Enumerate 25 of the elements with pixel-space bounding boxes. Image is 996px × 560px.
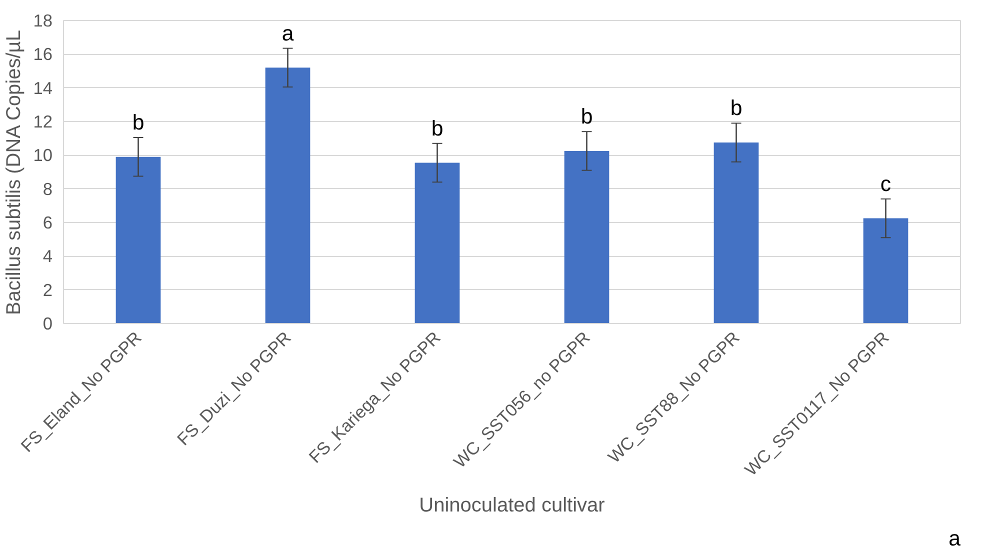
y-tick-label: 6 bbox=[42, 212, 53, 232]
y-tick-label: 18 bbox=[33, 10, 53, 30]
bar bbox=[265, 68, 310, 324]
text: a bbox=[948, 526, 961, 550]
x-axis-title: Uninoculated cultivar bbox=[419, 494, 606, 517]
y-tick-label: 16 bbox=[33, 44, 53, 64]
y-tick-label: 14 bbox=[33, 78, 53, 98]
annotation: b bbox=[730, 96, 742, 120]
annotation: c bbox=[880, 172, 892, 196]
y-tick-label: 8 bbox=[42, 178, 53, 199]
y-tick-label: 4 bbox=[42, 246, 53, 266]
bar bbox=[863, 218, 908, 324]
annotation: b bbox=[580, 104, 593, 129]
bar bbox=[414, 162, 460, 324]
annotation: a bbox=[282, 21, 294, 46]
y-axis-title: Bacillus subtilis (DNA Copies/µL bbox=[3, 30, 26, 316]
y-tick-label: 10 bbox=[33, 145, 53, 166]
y-tick-label: 2 bbox=[42, 280, 53, 300]
bar bbox=[564, 150, 610, 324]
bar bbox=[714, 142, 759, 324]
y-tick-label: 0 bbox=[42, 314, 53, 334]
annotation: b bbox=[132, 110, 144, 134]
y-tick-label: 12 bbox=[33, 112, 53, 132]
bar bbox=[116, 156, 161, 324]
annotation: b bbox=[431, 116, 444, 140]
